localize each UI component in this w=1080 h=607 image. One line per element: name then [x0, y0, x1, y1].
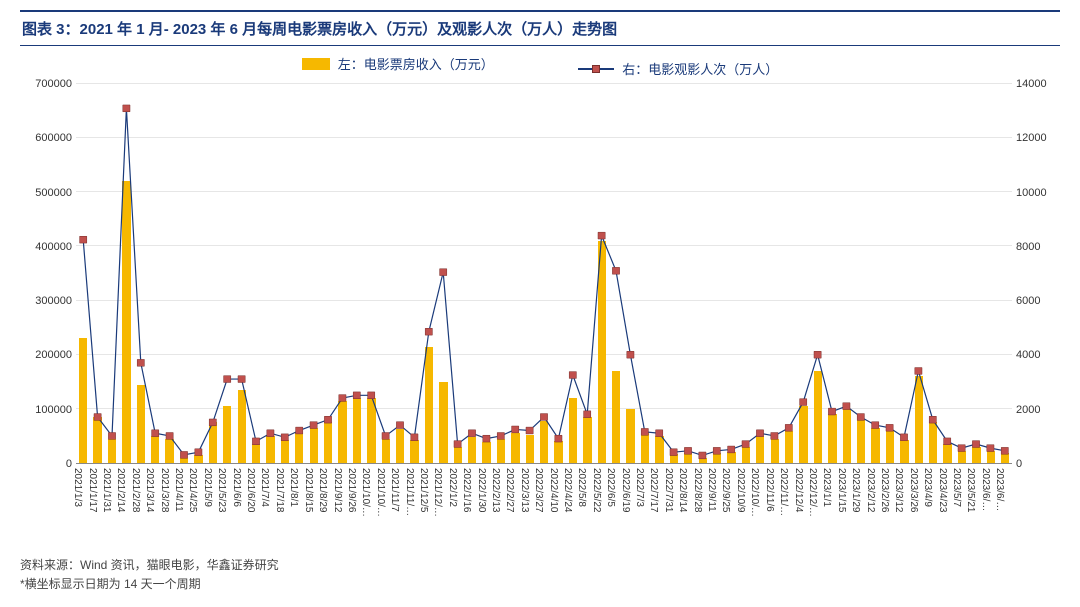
- figure-container: 图表 3：2021 年 1 月- 2023 年 6 月每周电影票房收入（万元）及…: [0, 0, 1080, 607]
- x-tick-label: 2023/1/15: [836, 468, 847, 513]
- x-tick-label: 2022/10/…: [749, 468, 760, 517]
- y-left-tick: 500000: [35, 187, 72, 199]
- x-tick-label: 2023/6/…: [980, 468, 991, 511]
- x-tick-label: 2023/5/7: [951, 468, 962, 507]
- x-tick-label: 2022/2/13: [490, 468, 501, 513]
- x-tick-label: 2022/9/25: [720, 468, 731, 513]
- legend-bar-swatch: [302, 58, 330, 70]
- x-tick-label: 2023/3/12: [893, 468, 904, 513]
- y-axis-right: 02000400060008000100001200014000: [1012, 84, 1060, 464]
- x-tick-label: 2022/1/30: [476, 468, 487, 513]
- y-right-tick: 10000: [1016, 187, 1047, 199]
- y-left-tick: 600000: [35, 132, 72, 144]
- x-tick-label: 2021/2/14: [115, 468, 126, 513]
- y-left-tick: 400000: [35, 241, 72, 253]
- y-left-tick: 700000: [35, 78, 72, 90]
- x-tick-label: 2022/8/28: [692, 468, 703, 513]
- x-tick-label: 2021/4/25: [187, 468, 198, 513]
- y-right-tick: 0: [1016, 458, 1022, 470]
- x-tick-label: 2022/4/10: [548, 468, 559, 513]
- x-tick-label: 2022/5/22: [591, 468, 602, 513]
- x-tick-label: 2021/4/11: [173, 468, 184, 512]
- x-tick-label: 2021/6/20: [245, 468, 256, 513]
- x-tick-label: 2021/3/14: [144, 468, 155, 513]
- x-tick-label: 2021/10/…: [375, 468, 386, 517]
- x-tick-label: 2021/5/23: [216, 468, 227, 513]
- y-right-tick: 12000: [1016, 132, 1047, 144]
- x-tick-label: 2021/12/…: [432, 468, 443, 517]
- plot-area: [76, 84, 1012, 464]
- x-tick-label: 2021/1/17: [87, 468, 98, 513]
- x-tick-label: 2022/6/5: [605, 468, 616, 507]
- x-tick-label: 2022/11/…: [778, 468, 789, 516]
- y-right-tick: 6000: [1016, 295, 1040, 307]
- x-tick-label: 2022/9/11: [706, 468, 717, 512]
- y-right-tick: 14000: [1016, 78, 1047, 90]
- x-tick-label: 2021/8/29: [317, 468, 328, 513]
- y-right-tick: 8000: [1016, 241, 1040, 253]
- x-tick-label: 2023/5/21: [965, 468, 976, 513]
- x-tick-label: 2021/9/12: [332, 468, 343, 513]
- x-tick-label: 2022/4/24: [562, 468, 573, 513]
- x-tick-label: 2021/5/9: [202, 468, 213, 507]
- legend: 左：电影票房收入（万元） 右：电影观影人次（万人）: [20, 54, 1060, 78]
- y-left-tick: 300000: [35, 295, 72, 307]
- x-tick-label: 2022/5/8: [576, 468, 587, 507]
- source-text: 资料来源：Wind 资讯，猫眼电影，华鑫证券研究: [20, 556, 1060, 573]
- x-tick-label: 2023/1/1: [821, 468, 832, 507]
- x-tick-label: 2023/4/9: [922, 468, 933, 507]
- x-tick-label: 2022/6/19: [620, 468, 631, 513]
- legend-item-bars: 左：电影票房收入（万元）: [302, 54, 494, 73]
- x-tick-label: 2023/2/12: [865, 468, 876, 513]
- x-tick-label: 2022/10/9: [735, 468, 746, 513]
- x-tick-label: 2022/12/4: [793, 468, 804, 513]
- x-tick-label: 2021/9/26: [346, 468, 357, 513]
- legend-item-line: 右：电影观影人次（万人）: [578, 59, 778, 78]
- y-left-tick: 200000: [35, 349, 72, 361]
- x-tick-label: 2021/1/31: [101, 468, 112, 513]
- x-tick-label: 2022/8/14: [677, 468, 688, 513]
- x-tick-label: 2022/1/16: [461, 468, 472, 513]
- x-tick-label: 2022/7/31: [663, 468, 674, 513]
- y-left-tick: 100000: [35, 404, 72, 416]
- x-tick-label: 2022/3/27: [533, 468, 544, 513]
- x-tick-label: 2021/8/1: [288, 468, 299, 507]
- x-tick-label: 2021/3/28: [159, 468, 170, 513]
- x-tick-label: 2023/3/26: [908, 468, 919, 513]
- legend-line-swatch: [578, 65, 614, 73]
- x-tick-label: 2021/7/18: [274, 468, 285, 513]
- x-axis: 2021/1/32021/1/172021/1/312021/2/142021/…: [76, 464, 1012, 552]
- x-tick-label: 2021/12/5: [418, 468, 429, 513]
- x-tick-label: 2023/1/29: [850, 468, 861, 513]
- x-tick-label: 2021/2/28: [130, 468, 141, 513]
- x-tick-label: 2022/1/2: [447, 468, 458, 507]
- x-tick-label: 2021/8/15: [303, 468, 314, 513]
- legend-right-label: 右：电影观影人次（万人）: [622, 59, 778, 78]
- x-tick-label: 2021/11/…: [404, 468, 415, 516]
- x-tick-label: 2022/3/13: [519, 468, 530, 513]
- y-axis-left: 0100000200000300000400000500000600000700…: [20, 84, 76, 464]
- chart-title: 图表 3：2021 年 1 月- 2023 年 6 月每周电影票房收入（万元）及…: [22, 21, 617, 38]
- chart-area: 0100000200000300000400000500000600000700…: [20, 84, 1060, 464]
- x-tick-label: 2022/7/3: [634, 468, 645, 507]
- x-tick-label: 2023/4/23: [937, 468, 948, 513]
- x-tick-label: 2021/1/3: [72, 468, 83, 507]
- line-series: [76, 84, 1012, 463]
- x-tick-label: 2021/10/…: [360, 468, 371, 517]
- x-tick-label: 2023/6/…: [994, 468, 1005, 511]
- title-bar: 图表 3：2021 年 1 月- 2023 年 6 月每周电影票房收入（万元）及…: [20, 10, 1060, 46]
- x-tick-label: 2022/7/17: [648, 468, 659, 513]
- x-tick-label: 2022/11/6: [764, 468, 775, 512]
- legend-left-label: 左：电影票房收入（万元）: [338, 54, 494, 73]
- y-right-tick: 4000: [1016, 349, 1040, 361]
- y-right-tick: 2000: [1016, 404, 1040, 416]
- x-tick-label: 2021/6/6: [231, 468, 242, 507]
- x-tick-label: 2022/2/27: [504, 468, 515, 513]
- x-tick-label: 2023/2/26: [879, 468, 890, 513]
- x-tick-label: 2022/12/…: [807, 468, 818, 517]
- x-tick-label: 2021/11/7: [389, 468, 400, 512]
- x-tick-label: 2021/7/4: [259, 468, 270, 507]
